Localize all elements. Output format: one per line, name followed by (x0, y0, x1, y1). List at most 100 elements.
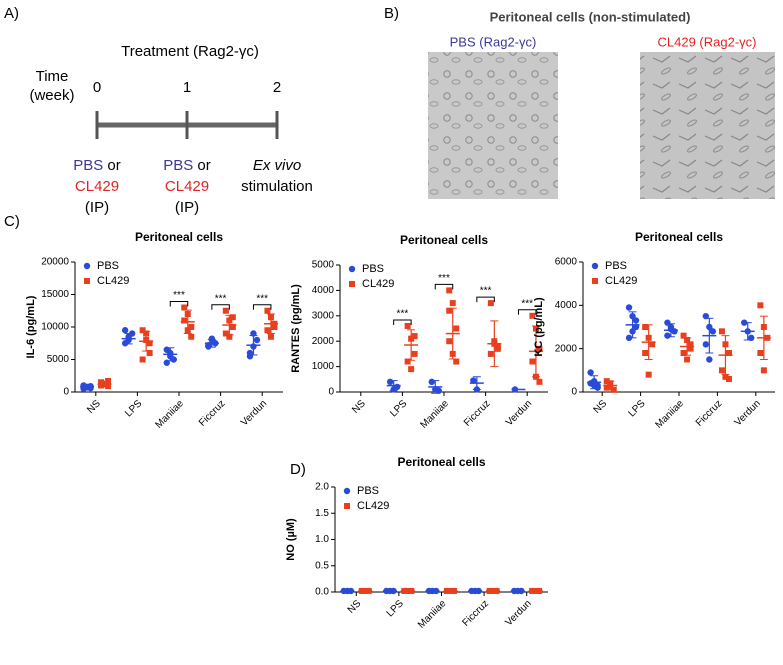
data-point (428, 378, 435, 386)
y-tick-label: 0 (571, 387, 577, 398)
legend-marker (343, 487, 351, 495)
legend-label: PBS (605, 260, 627, 272)
legend-marker (84, 278, 90, 284)
data-point (594, 384, 601, 391)
data-point (687, 345, 694, 352)
legend-marker (591, 262, 599, 270)
micrograph (428, 52, 558, 199)
images-title: Peritoneal cells (non-stimulated) (490, 9, 691, 24)
x-tick-label: NS (592, 398, 610, 416)
y-tick-label: 4000 (555, 300, 578, 311)
data-point (718, 328, 725, 335)
legend-label: PBS (357, 485, 379, 497)
chart: Peritoneal cells IL-6 (pg/mL) 0 5000 10000 15… (25, 230, 283, 431)
x-tick-label: NS (350, 398, 368, 416)
significance-bracket (252, 304, 272, 310)
data-point (649, 341, 656, 348)
data-point (435, 387, 442, 394)
legend-label: CL429 (605, 275, 637, 287)
x-tick-label: LPS (626, 398, 647, 419)
data-point (487, 300, 494, 307)
endpoint: stimulation (241, 178, 313, 195)
data-point (453, 325, 460, 332)
data-point (446, 338, 453, 345)
data-point (404, 358, 411, 365)
y-tick-label: 0 (63, 387, 69, 398)
x-tick-label: NS (85, 398, 103, 416)
x-tick-label: Ficcruz (694, 398, 725, 429)
x-tick-label: Maniiae (418, 398, 451, 431)
data-point (181, 317, 188, 324)
x-tick-label: LPS (385, 598, 406, 619)
data-point (725, 350, 732, 356)
x-tick-label: Ficcruz (461, 598, 492, 629)
x-tick-label: Maniiae (153, 398, 186, 431)
data-point (664, 332, 671, 339)
data-point (264, 327, 271, 334)
data-point (645, 371, 652, 378)
y-axis-label: IL-6 (pg/mL) (25, 295, 37, 358)
data-point (529, 358, 536, 365)
significance-bracket (169, 301, 189, 307)
chart: Peritoneal cells RANTES (pg/mL) 0 1000 2000 3… (290, 233, 548, 431)
image-label: PBS (Rag2-γc) (450, 34, 537, 49)
data-point (487, 350, 494, 357)
treatment: CL429 (75, 178, 119, 195)
data-point (408, 366, 415, 373)
significance-bracket (517, 309, 537, 315)
data-point (725, 376, 732, 382)
legend-marker (344, 503, 350, 509)
data-point (411, 350, 418, 357)
x-tick-label: NS (346, 598, 364, 616)
y-tick-label: 2000 (312, 336, 335, 347)
data-point (188, 324, 195, 330)
data-point (702, 341, 710, 348)
data-point (680, 350, 687, 356)
data-point (98, 379, 105, 386)
legend-label: CL429 (97, 275, 129, 287)
data-point (105, 383, 112, 390)
chart: Peritoneal cells NO (µM) 0.0 0.5 1.0 1.5 2.0 NS… (285, 455, 548, 631)
data-point (393, 383, 401, 391)
significance-label: *** (256, 293, 268, 304)
treatment: CL429 (165, 178, 209, 195)
timeline-tick-label: 1 (183, 79, 191, 96)
y-tick-label: 2000 (555, 343, 578, 354)
data-point (757, 350, 764, 356)
significance-bracket (434, 283, 454, 290)
significance-bracket (393, 319, 412, 325)
data-point (722, 373, 729, 380)
x-tick-label: Verdun (503, 598, 533, 628)
timeline-tick-label: 2 (273, 79, 281, 96)
data-point (386, 378, 394, 386)
x-tick-label: Verdun (733, 398, 763, 428)
y-tick-label: 5000 (312, 260, 335, 271)
data-point (529, 312, 536, 319)
data-point (642, 350, 649, 356)
data-point (718, 367, 725, 374)
data-point (188, 333, 195, 340)
legend-label: CL429 (357, 500, 389, 512)
significance-label: *** (215, 293, 227, 304)
panel-label: C) (4, 213, 20, 230)
data-point (222, 307, 229, 314)
image-label: CL429 (Rag2-γc) (658, 34, 757, 49)
data-point (748, 334, 755, 342)
data-point (181, 304, 188, 311)
x-tick-label: Ficcruz (462, 398, 493, 429)
micrograph (640, 52, 775, 199)
treatment: PBS or (73, 157, 121, 174)
legend-label: PBS (362, 263, 384, 275)
data-point (267, 333, 274, 340)
legend-label: PBS (97, 260, 119, 272)
timeline: Treatment (Rag2-γc) Time (week) 0 1 2 PB… (29, 43, 312, 216)
y-tick-label: 3000 (312, 310, 335, 321)
data-point (536, 378, 543, 385)
significance-label: *** (480, 286, 492, 297)
x-tick-label: Verdun (504, 398, 534, 428)
x-tick-label: Maniiae (653, 398, 686, 431)
data-point (226, 333, 233, 340)
data-point (264, 307, 271, 314)
data-point (449, 300, 456, 307)
data-point (229, 324, 236, 330)
